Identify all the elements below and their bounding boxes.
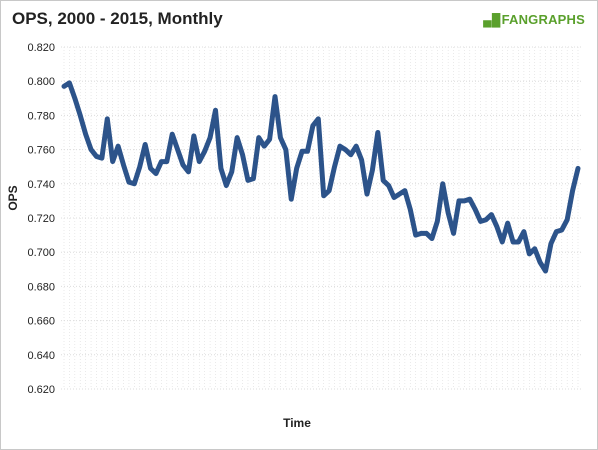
y-tick-label: 0.820 (27, 42, 55, 54)
x-axis-label: Time (283, 416, 311, 430)
fangraphs-logo-fan: FAN (501, 12, 529, 27)
y-tick-label: 0.660 (27, 316, 55, 328)
x-gridlines (63, 47, 579, 389)
y-tick-label: 0.700 (27, 247, 55, 259)
y-axis-label: OPS (6, 185, 20, 210)
series-line (61, 80, 581, 274)
fangraphs-logo-icon: ▄█ (483, 12, 501, 27)
y-tick-label: 0.640 (27, 350, 55, 362)
y-tick-label: 0.780 (27, 110, 55, 122)
y-tick-label: 0.720 (27, 213, 55, 225)
fangraphs-logo: ▄█ FAN GRAPHS (483, 12, 585, 27)
y-gridlines (61, 46, 581, 390)
y-tick-label: 0.680 (27, 281, 55, 293)
y-tick-label: 0.760 (27, 145, 55, 157)
y-tick-label: 0.740 (27, 179, 55, 191)
y-tick-label: 0.620 (27, 384, 55, 396)
y-tick-labels: 0.620 0.640 0.660 0.680 0.700 0.720 0.740 0.760… (27, 42, 55, 396)
fangraphs-logo-graphs: GRAPHS (528, 12, 585, 27)
y-tick-label: 0.800 (27, 76, 55, 88)
chart-title: OPS, 2000 - 2015, Monthly (12, 9, 223, 28)
